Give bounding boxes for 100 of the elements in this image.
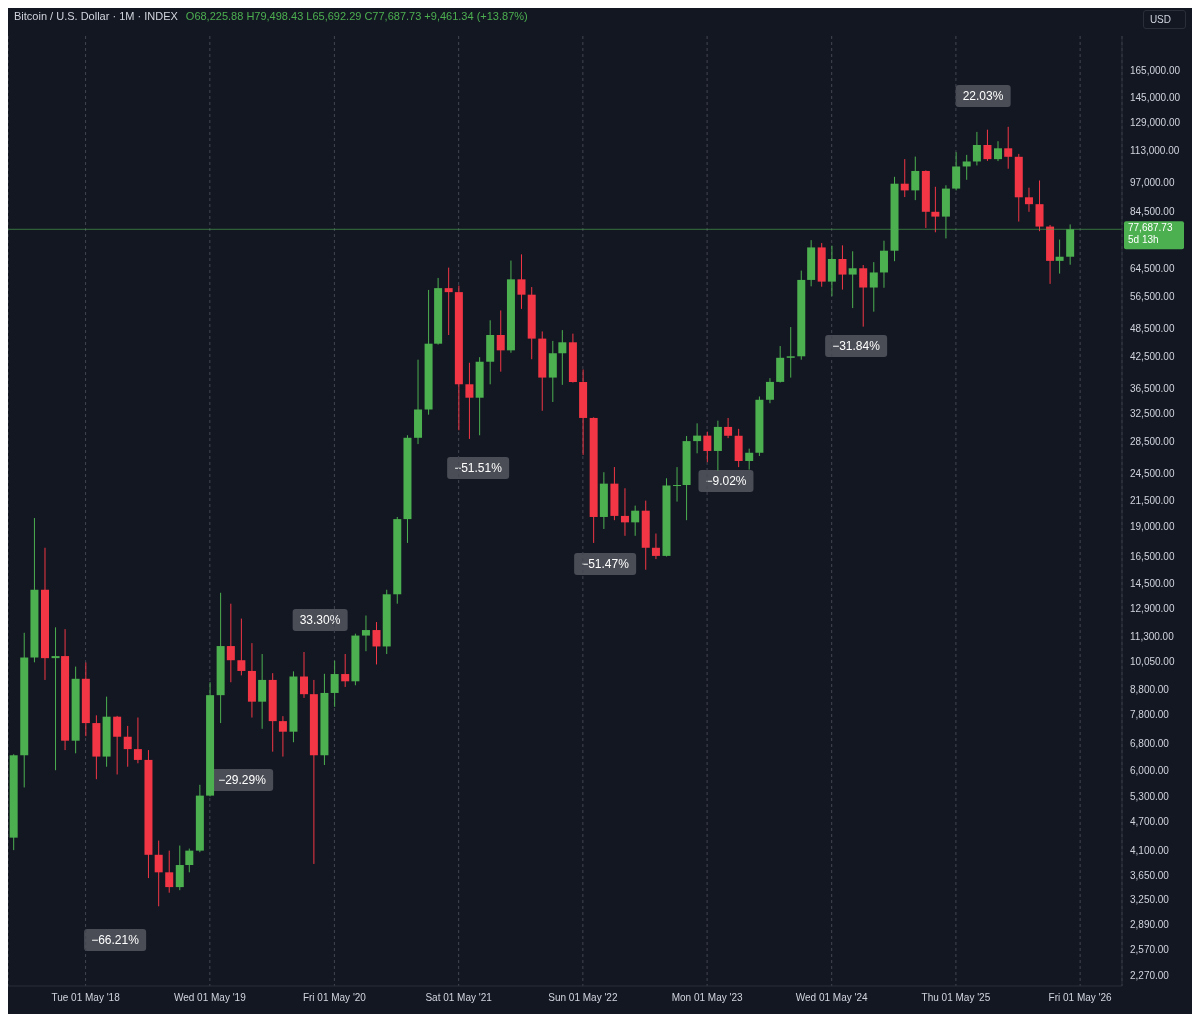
x-tick-label: Tue 01 May '18 bbox=[51, 992, 121, 1004]
candlestick bbox=[517, 253, 526, 310]
annotation: −31.84% bbox=[825, 335, 887, 357]
annotation: 22.03% bbox=[955, 85, 1011, 107]
candlestick bbox=[558, 329, 567, 386]
y-tick-label: 3,250.00 bbox=[1130, 894, 1170, 906]
candlestick bbox=[51, 626, 60, 771]
y-tick-label: 48,500.00 bbox=[1130, 323, 1175, 335]
candlestick bbox=[952, 151, 961, 191]
candlestick bbox=[994, 140, 1002, 162]
candlestick bbox=[859, 264, 868, 328]
candlestick bbox=[962, 154, 971, 181]
y-tick-label: 165,000.00 bbox=[1130, 64, 1181, 76]
y-tick-label: 12,900.00 bbox=[1130, 603, 1175, 615]
candlestick bbox=[278, 715, 287, 758]
candlestick bbox=[765, 377, 774, 404]
y-axis-title: USD bbox=[1142, 10, 1186, 29]
candlestick bbox=[300, 651, 309, 699]
candlestick bbox=[911, 156, 920, 201]
x-tick-label: Sun 01 May '22 bbox=[548, 992, 618, 1004]
candlestick bbox=[258, 653, 267, 730]
annotation: −51.51% bbox=[447, 457, 509, 479]
candlestick bbox=[631, 505, 640, 537]
candlestick bbox=[972, 131, 981, 166]
candlestick bbox=[165, 850, 174, 894]
candlestick bbox=[237, 618, 246, 676]
candlestick bbox=[341, 653, 350, 688]
y-tick-label: 113,000.00 bbox=[1130, 144, 1180, 156]
candlestick bbox=[620, 487, 629, 537]
candlestick bbox=[465, 362, 474, 440]
chart-title: Bitcoin / U.S. Dollar · 1M · INDEX bbox=[14, 10, 178, 22]
y-tick-label: 28,500.00 bbox=[1130, 435, 1175, 447]
y-tick-label: 3,650.00 bbox=[1130, 869, 1170, 881]
annotation: −29.29% bbox=[211, 769, 273, 791]
y-tick-label: 11,300.00 bbox=[1130, 631, 1175, 643]
y-tick-label: 19,000.00 bbox=[1130, 521, 1175, 533]
ref-line-label: 77,687.73 5d 13h bbox=[1128, 222, 1173, 246]
candlestick bbox=[133, 717, 142, 764]
y-tick-label: 56,500.00 bbox=[1130, 291, 1175, 303]
candlestick bbox=[651, 533, 660, 560]
x-tick-label: Fri 01 May '20 bbox=[302, 992, 367, 1004]
candlestick bbox=[786, 326, 795, 379]
annotation: −51.47% bbox=[574, 553, 636, 575]
candlestick bbox=[123, 725, 132, 768]
y-tick-label: 8,800.00 bbox=[1130, 683, 1170, 695]
candlestick bbox=[848, 250, 857, 309]
candlestick bbox=[724, 417, 733, 439]
candlestick bbox=[113, 715, 122, 775]
y-tick-label: 7,800.00 bbox=[1130, 709, 1170, 721]
y-tick-label: 5,300.00 bbox=[1130, 790, 1170, 802]
annotation: −66.21% bbox=[84, 929, 146, 951]
candlestick bbox=[983, 129, 992, 162]
candlestick bbox=[361, 615, 370, 652]
candlestick bbox=[444, 267, 453, 336]
annotation: 33.30% bbox=[292, 609, 348, 631]
y-tick-label: 145,000.00 bbox=[1130, 92, 1181, 104]
candlestick bbox=[827, 245, 836, 297]
candlestick bbox=[226, 603, 235, 683]
y-tick-label: 6,000.00 bbox=[1130, 764, 1170, 776]
x-tick-label: Mon 01 May '23 bbox=[671, 992, 743, 1004]
y-tick-label: 2,270.00 bbox=[1130, 970, 1170, 982]
annotation: −9.02% bbox=[698, 470, 754, 492]
x-tick-label: Wed 01 May '19 bbox=[173, 992, 247, 1004]
candlestick bbox=[330, 660, 339, 708]
candlestick bbox=[175, 845, 184, 891]
y-tick-label: 129,000.00 bbox=[1130, 116, 1181, 128]
candlestick bbox=[900, 158, 909, 198]
x-tick-label: Sat 01 May '21 bbox=[425, 992, 493, 1004]
candlestick bbox=[372, 621, 381, 665]
candlestick bbox=[693, 422, 702, 454]
candlestick bbox=[1024, 187, 1033, 213]
y-tick-label: 97,000.00 bbox=[1130, 176, 1175, 188]
y-tick-label: 14,500.00 bbox=[1130, 578, 1175, 590]
y-tick-label: 10,050.00 bbox=[1130, 655, 1175, 667]
y-tick-label: 42,500.00 bbox=[1130, 351, 1175, 363]
y-tick-label: 4,700.00 bbox=[1130, 816, 1170, 828]
candlestick bbox=[1055, 239, 1064, 275]
candlestick bbox=[703, 431, 712, 463]
candlestick bbox=[1035, 179, 1044, 232]
y-tick-label: 36,500.00 bbox=[1130, 383, 1175, 395]
candlestick bbox=[673, 466, 682, 503]
y-tick-label: 84,500.00 bbox=[1130, 206, 1175, 218]
candlestick bbox=[745, 448, 754, 471]
y-tick-label: 16,500.00 bbox=[1130, 551, 1175, 563]
y-tick-label: 6,800.00 bbox=[1130, 738, 1170, 750]
candlestick bbox=[869, 261, 878, 313]
candlestick bbox=[185, 848, 194, 873]
y-tick-label: 2,890.00 bbox=[1130, 919, 1170, 931]
candlestick bbox=[154, 840, 163, 907]
x-tick-label: Wed 01 May '24 bbox=[795, 992, 868, 1004]
candlestick bbox=[838, 244, 847, 291]
y-tick-label: 2,570.00 bbox=[1130, 943, 1170, 955]
y-tick-label: 64,500.00 bbox=[1130, 263, 1175, 275]
candlestick bbox=[496, 309, 505, 373]
x-tick-label: Thu 01 May '25 bbox=[921, 992, 991, 1004]
candlestick bbox=[879, 240, 888, 289]
chart-subtitle: O68,225.88 H79,498.43 L65,692.29 C77,687.73 +9,461.34 (+13.87%) bbox=[185, 10, 528, 22]
candlestick bbox=[931, 186, 940, 233]
y-tick-label: 24,500.00 bbox=[1130, 467, 1175, 479]
x-tick-label: Fri 01 May '26 bbox=[1048, 992, 1113, 1004]
